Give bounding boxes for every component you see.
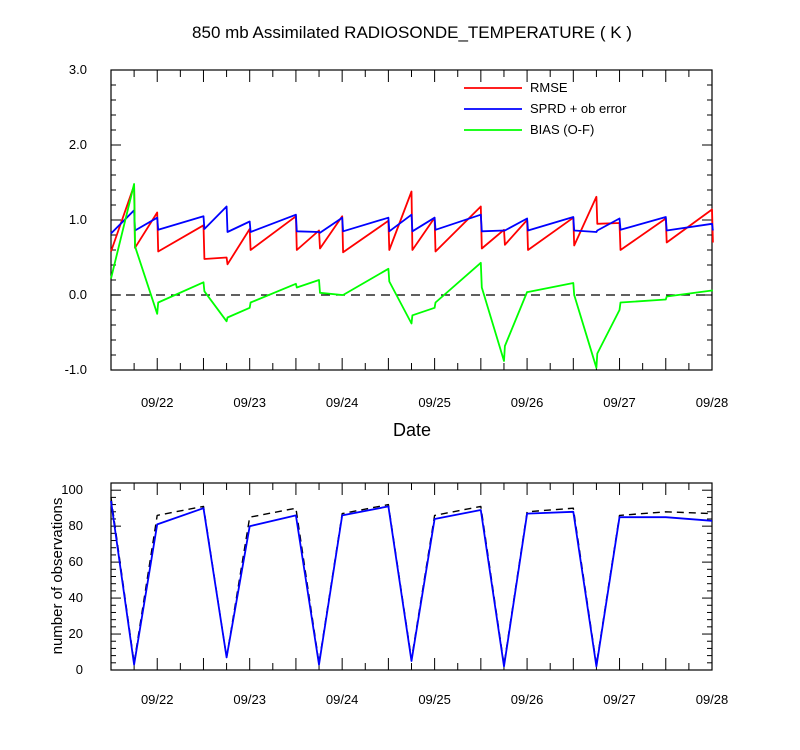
series-line-bias-o-f [110, 183, 713, 369]
chart-title: 850 mb Assimilated RADIOSONDE_TEMPERATUR… [192, 23, 632, 42]
bottom-plot-frame [110, 482, 713, 671]
top-x-tick-labels: 09/22 09/23 09/24 09/25 09/26 09/27 09/28 [141, 395, 728, 410]
series-line-rmse [110, 184, 714, 266]
x-tick-label: 09/25 [418, 692, 451, 707]
x-tick-label: 09/22 [141, 692, 174, 707]
y-tick-label: 0.0 [69, 287, 87, 302]
x-tick-label: 09/27 [603, 395, 636, 410]
x-tick-label: 09/28 [696, 692, 729, 707]
legend: RMSE SPRD + ob error BIAS (O-F) [464, 80, 627, 137]
bottom-ticks [110, 482, 713, 671]
top-plot: 09/22 09/23 09/24 09/25 09/26 09/27 09/28 -1.0… [65, 62, 729, 440]
series-line-sprd-ob-error [110, 205, 714, 235]
x-tick-label: 09/28 [696, 395, 729, 410]
bottom-series [110, 497, 713, 668]
top-ticks [110, 69, 713, 371]
legend-label: SPRD + ob error [530, 101, 627, 116]
y-tick-label: 40 [69, 590, 83, 605]
legend-label: BIAS (O-F) [530, 122, 594, 137]
y-axis-title-observations: number of observations [49, 498, 66, 655]
y-tick-label: 0 [76, 662, 83, 677]
bottom-x-tick-labels: 09/22 09/23 09/24 09/25 09/26 09/27 09/28 [141, 692, 728, 707]
legend-label: RMSE [530, 80, 568, 95]
x-tick-label: 09/25 [418, 395, 451, 410]
top-series [110, 183, 714, 369]
top-y-tick-labels: -1.0 0.0 1.0 2.0 3.0 [65, 62, 87, 377]
x-tick-label: 09/23 [233, 395, 266, 410]
x-tick-label: 09/26 [511, 692, 544, 707]
x-tick-label: 09/22 [141, 395, 174, 410]
x-tick-label: 09/23 [233, 692, 266, 707]
y-tick-label: 100 [61, 482, 83, 497]
y-tick-label: 80 [69, 518, 83, 533]
x-tick-label: 09/24 [326, 692, 359, 707]
y-tick-label: 2.0 [69, 137, 87, 152]
x-tick-label: 09/24 [326, 395, 359, 410]
y-tick-label: 60 [69, 554, 83, 569]
y-tick-label: 1.0 [69, 212, 87, 227]
series-line-assimilated-observations [110, 500, 713, 668]
x-axis-title: Date [393, 420, 431, 440]
y-tick-label: -1.0 [65, 362, 87, 377]
y-tick-label: 20 [69, 626, 83, 641]
bottom-y-tick-labels: 0 20 40 60 80 100 [61, 482, 83, 677]
x-tick-label: 09/27 [603, 692, 636, 707]
y-tick-label: 3.0 [69, 62, 87, 77]
bottom-plot: 09/22 09/23 09/24 09/25 09/26 09/27 09/28 0 20 4… [49, 482, 728, 707]
x-tick-label: 09/26 [511, 395, 544, 410]
series-line-possible-observations [110, 497, 713, 666]
